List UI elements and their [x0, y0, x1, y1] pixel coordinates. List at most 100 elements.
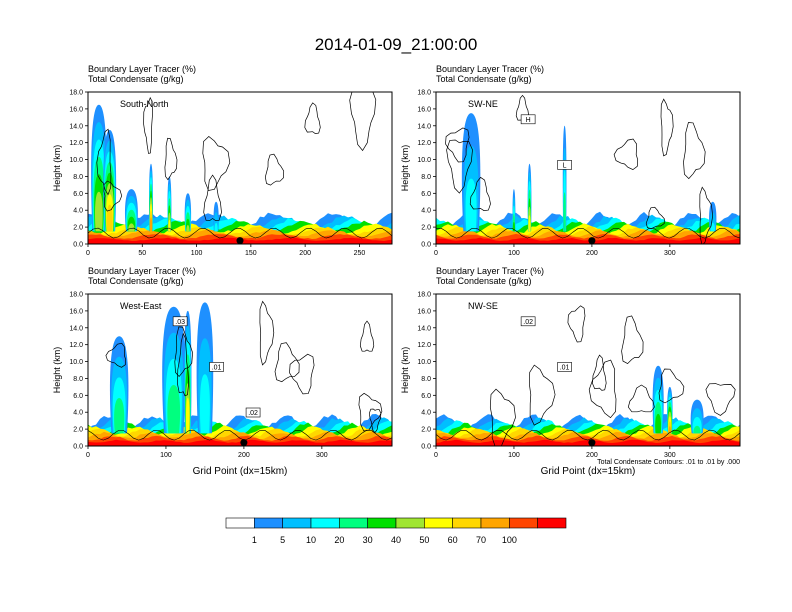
- colorbar-label: 70: [476, 535, 486, 545]
- condensate-contour: [105, 342, 127, 368]
- condensate-contour: [259, 300, 275, 366]
- condensate-contour-low: [88, 429, 392, 441]
- location-marker: [240, 439, 248, 447]
- y-tick-label: 18.0: [69, 292, 83, 299]
- colorbar-label: 30: [363, 535, 373, 545]
- panel-1: 0.0 2.0 4.0 6.0 8.0 10.0 12.0 14.0 16.0 18.0 0 50 10…: [52, 64, 393, 257]
- colorbar-swatch: [395, 517, 425, 529]
- y-tick-label: 2.0: [421, 225, 431, 232]
- panel-label: NW-SE: [468, 301, 498, 311]
- condensate-contour: [143, 96, 153, 154]
- y-axis-label: Height (km): [52, 347, 62, 394]
- colorbar-label: 1: [252, 535, 257, 545]
- panel-header-line: Total Condensate (g/kg): [88, 74, 184, 84]
- plot-area: [88, 92, 392, 244]
- y-tick-label: 14.0: [417, 123, 431, 130]
- panel-4: .02 .01 0.0 2.0 4.0 6.0 8.0 10.0 12.0 14.0 16.0 18.…: [400, 266, 741, 477]
- x-tick-label: 300: [316, 452, 328, 459]
- contour-label: .02: [248, 410, 258, 417]
- contour-label: .02: [523, 319, 533, 326]
- colorbar-label: 60: [448, 535, 458, 545]
- x-axis-label: Grid Point (dx=15km): [541, 466, 636, 477]
- contour-label-box: [520, 114, 536, 125]
- contour-label-box: [557, 160, 572, 170]
- y-tick-label: 0.0: [421, 242, 431, 249]
- x-tick-label: 0: [86, 452, 90, 459]
- y-tick-label: 18.0: [417, 292, 431, 299]
- y-tick-label: 16.0: [417, 308, 431, 315]
- x-tick-label: 100: [160, 452, 172, 459]
- y-tick-label: 0.0: [421, 444, 431, 451]
- x-tick-label: 100: [191, 250, 203, 257]
- colorbar-swatch: [225, 517, 255, 529]
- colorbar-label: 50: [419, 535, 429, 545]
- y-tick-label: 10.0: [417, 157, 431, 164]
- y-tick-label: 16.0: [69, 106, 83, 113]
- panel-label: South-North: [120, 99, 169, 109]
- plot-area: [436, 305, 740, 446]
- y-tick-label: 2.0: [421, 427, 431, 434]
- y-tick-label: 16.0: [69, 308, 83, 315]
- bl-tracer-band: [436, 237, 740, 244]
- plume-3: [128, 223, 135, 232]
- colorbar-label: 10: [306, 535, 316, 545]
- y-tick-label: 4.0: [73, 410, 83, 417]
- condensate-contour: [164, 137, 178, 181]
- condensate-contour: [96, 128, 112, 196]
- y-tick-label: 8.0: [73, 174, 83, 181]
- condensate-contour: [289, 353, 315, 395]
- panel-header-line: Boundary Layer Tracer (%): [436, 266, 544, 276]
- y-tick-label: 12.0: [69, 140, 83, 147]
- condensate-contour: [645, 206, 665, 230]
- colorbar-label: 40: [391, 535, 401, 545]
- y-tick-label: 10.0: [69, 359, 83, 366]
- plot-area: [88, 300, 392, 446]
- condensate-contour: [621, 315, 644, 365]
- condensate-contour: [660, 98, 674, 157]
- condensate-contour: [203, 174, 222, 221]
- plume-5: [710, 222, 715, 232]
- panel-label: SW-NE: [468, 99, 498, 109]
- x-axis-label: Grid Point (dx=15km): [193, 466, 288, 477]
- condensate-contour: [588, 359, 617, 419]
- x-tick-label: 200: [299, 250, 311, 257]
- y-tick-label: 12.0: [69, 342, 83, 349]
- panel-header-line: Total Condensate (g/kg): [88, 276, 184, 286]
- y-tick-label: 4.0: [73, 208, 83, 215]
- contour-label: .01: [212, 364, 222, 371]
- plume-2: [528, 215, 531, 232]
- contour-label: H: [526, 117, 531, 124]
- y-tick-label: 6.0: [421, 393, 431, 400]
- y-tick-label: 12.0: [417, 342, 431, 349]
- condensate-contour: [202, 136, 231, 191]
- plume-1: [114, 398, 125, 434]
- condensate-contour: [592, 354, 607, 391]
- y-axis-label: Height (km): [400, 145, 410, 192]
- condensate-contour: [489, 388, 516, 446]
- contour-label-box: [245, 407, 261, 418]
- panel-header-line: Boundary Layer Tracer (%): [436, 64, 544, 74]
- plume-1: [94, 191, 103, 232]
- y-axis-label: Height (km): [52, 145, 62, 192]
- x-tick-label: 0: [434, 452, 438, 459]
- colorbar-swatch: [310, 517, 340, 529]
- figure-title: 2014-01-09_21:00:00: [315, 35, 478, 54]
- x-tick-label: 200: [238, 452, 250, 459]
- y-tick-label: 8.0: [73, 376, 83, 383]
- colorbar-swatch: [424, 517, 453, 529]
- panel-header-line: Total Condensate (g/kg): [436, 74, 532, 84]
- contour-note: Total Condensate Contours: .01 to .01 by…: [597, 459, 740, 466]
- condensate-contour: [349, 92, 377, 152]
- condensate-contour: [658, 368, 685, 404]
- y-tick-label: 8.0: [421, 376, 431, 383]
- condensate-contour-low: [436, 227, 740, 239]
- colorbar: 1 5 10 20 30 40 50 60 70 100: [225, 517, 567, 545]
- panel-frame: [87, 91, 393, 245]
- condensate-contour-low: [88, 227, 392, 239]
- condensate-contour: [368, 408, 382, 434]
- panel-frame: [435, 91, 741, 245]
- plume-4: [149, 217, 153, 232]
- condensate-contour: [446, 139, 473, 194]
- plume-4: [199, 374, 210, 434]
- condensate-contour: [613, 138, 639, 171]
